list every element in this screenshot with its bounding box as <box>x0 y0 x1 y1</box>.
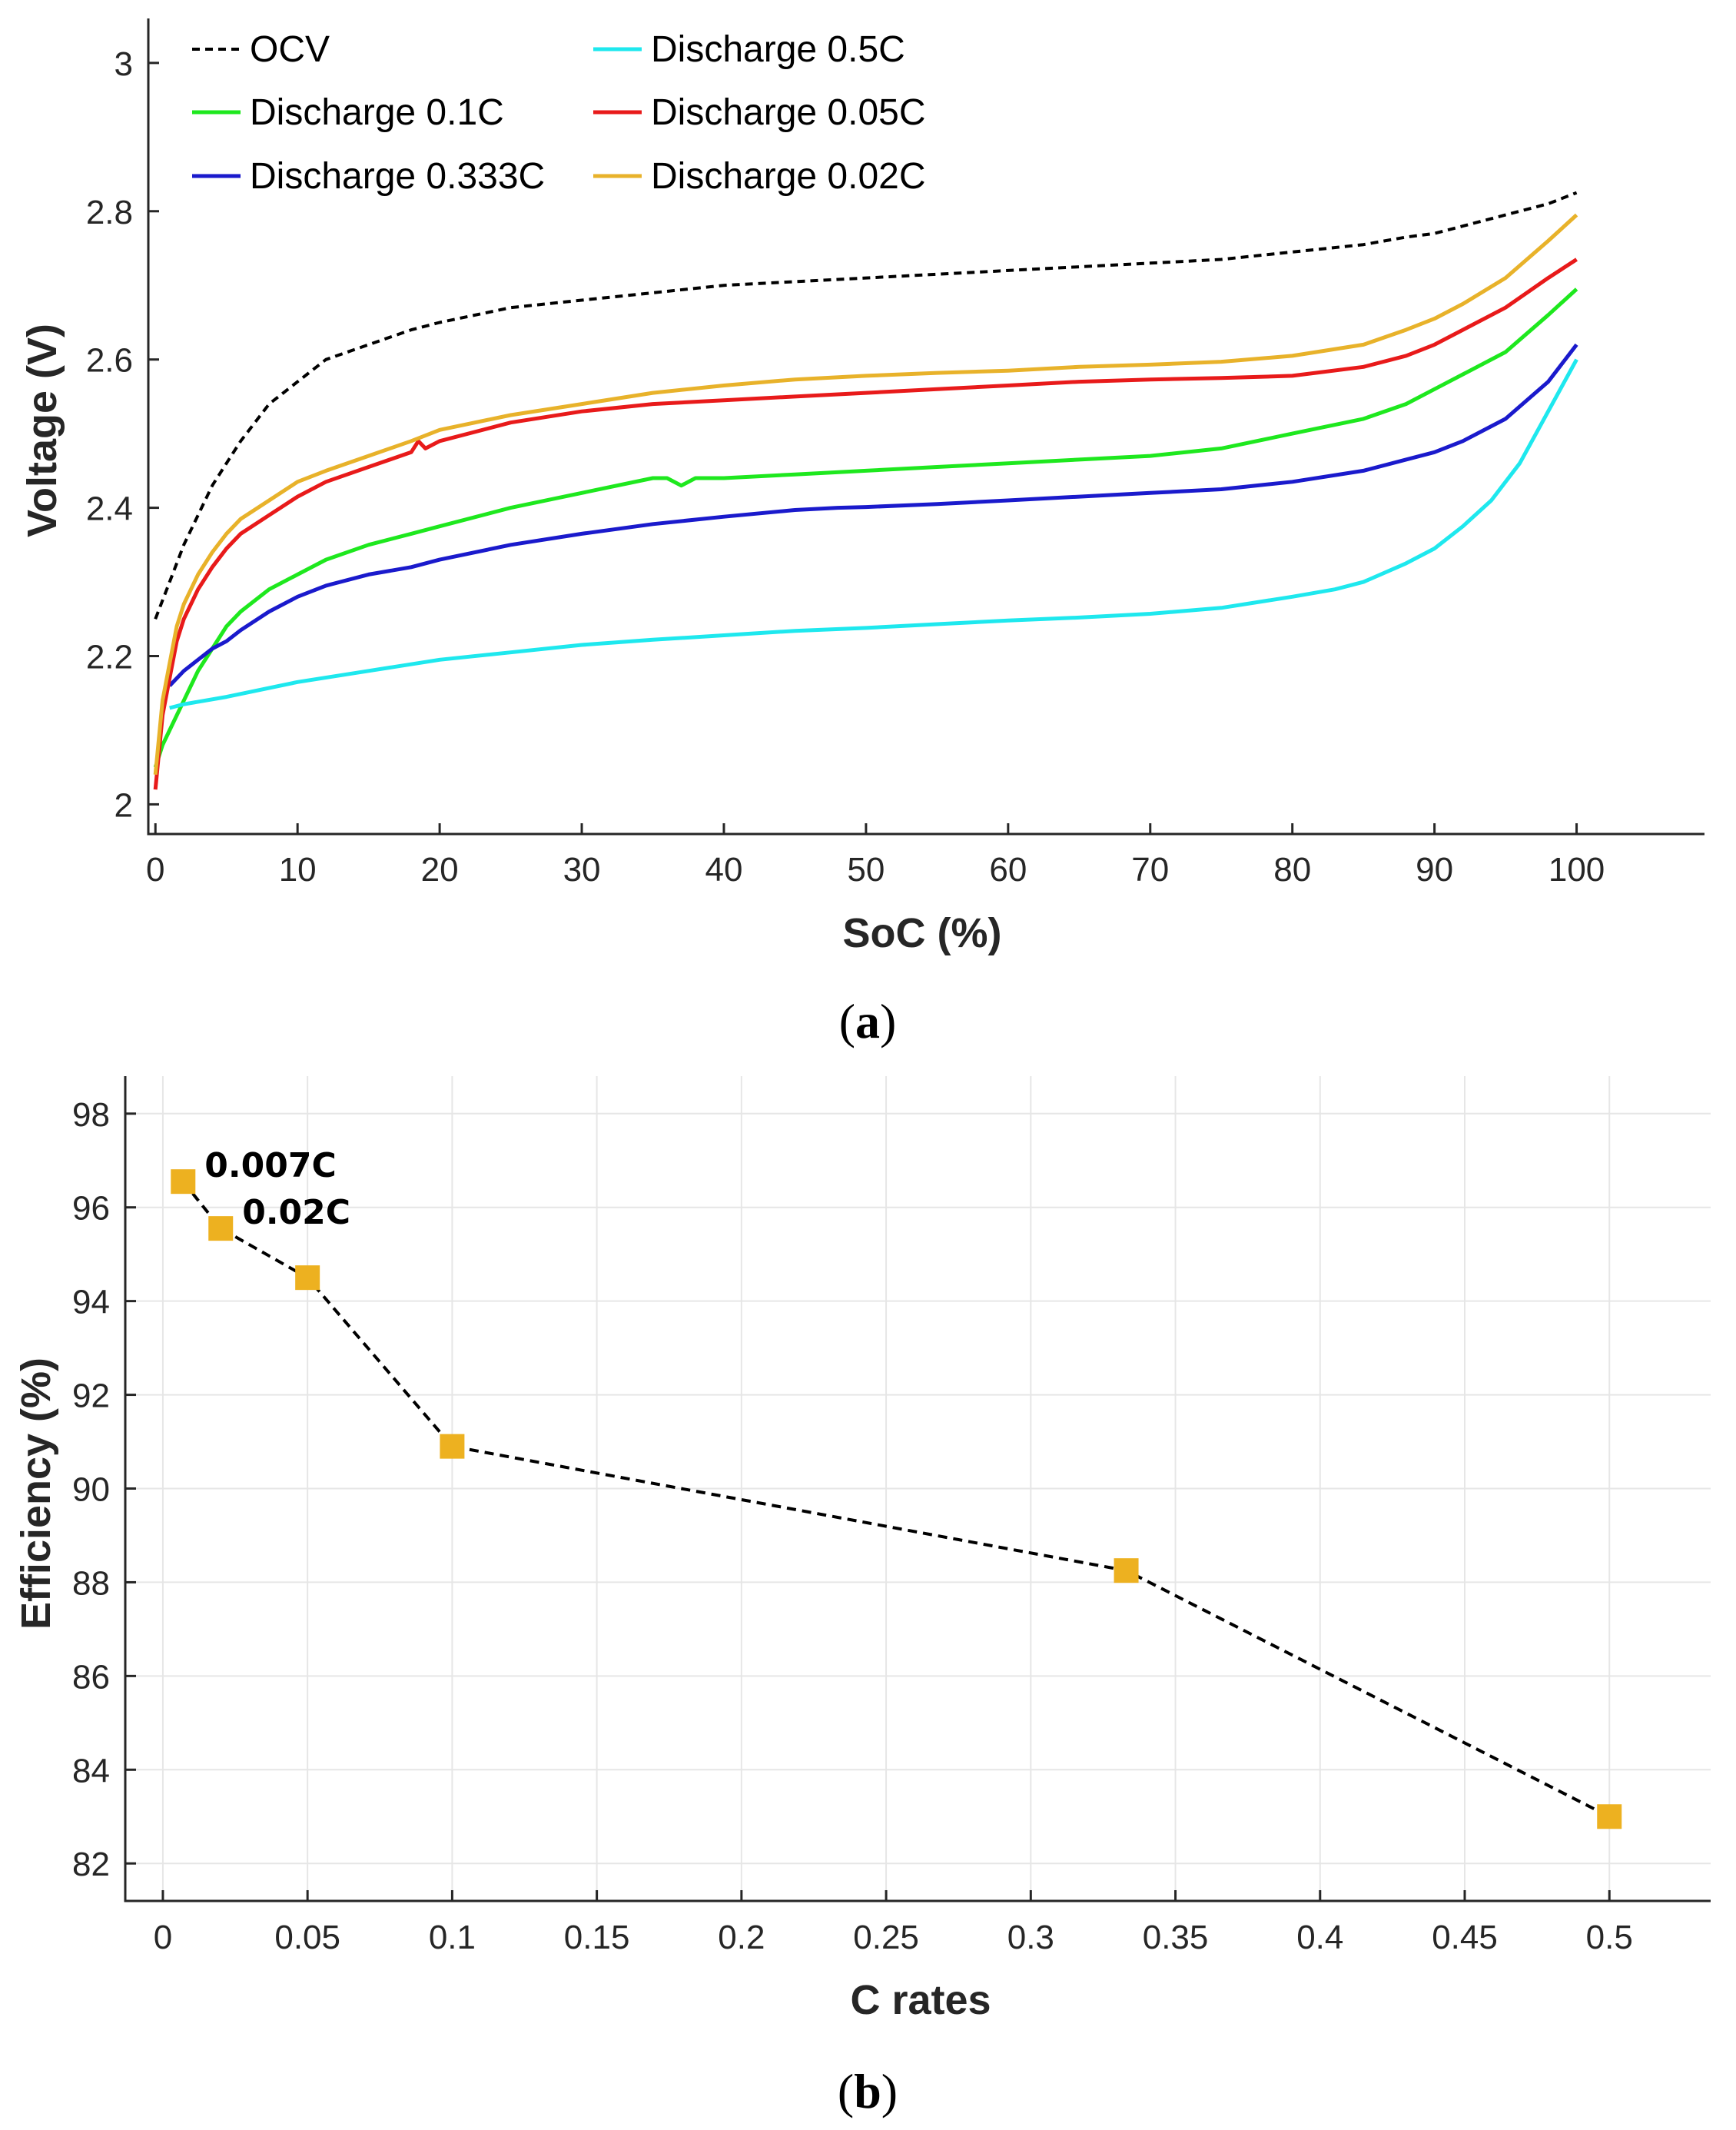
legend-label-ocv: OCV <box>250 29 330 70</box>
series-line-discharge-0-333c <box>168 343 1578 687</box>
legend-label-discharge-0-5c: Discharge 0.5C <box>651 29 905 70</box>
voltage-series-group <box>153 191 1578 790</box>
legend-label-discharge-0-333c: Discharge 0.333C <box>250 156 545 197</box>
series-line-ocv <box>154 191 1578 620</box>
chart-a-x-tick-label: 30 <box>563 851 601 889</box>
chart-a-x-tick-label: 80 <box>1273 851 1311 889</box>
chart-b-x-tick-label: 0.3 <box>1007 1919 1054 1956</box>
series-line-discharge-0-5c <box>169 358 1578 710</box>
chart-b-y-ticks: 82 84 86 88 90 92 94 96 98 <box>72 1096 136 1883</box>
chart-b-annotations: 0.007C 0.02C <box>204 1146 350 1232</box>
chart-b-y-tick-label: 84 <box>72 1752 110 1789</box>
chart-b-x-tick-label: 0 <box>154 1919 172 1956</box>
legend-label-discharge-0-05c: Discharge 0.05C <box>651 92 926 133</box>
chart-b-caption: (b) <box>838 2064 898 2118</box>
chart-b-x-tick-label: 0.15 <box>564 1919 630 1956</box>
chart-a-x-tick-label: 40 <box>705 851 742 889</box>
chart-a-y-axis-label: Voltage (V) <box>19 324 65 537</box>
efficiency-dashed-line <box>181 1180 1611 1819</box>
chart-b-x-tick-label: 0.1 <box>429 1919 476 1956</box>
chart-b-y-tick-label: 88 <box>72 1564 110 1602</box>
legend-label-discharge-0-02c: Discharge 0.02C <box>651 156 926 197</box>
chart-a-x-tick-label: 60 <box>989 851 1027 889</box>
annotation-0-02c: 0.02C <box>242 1193 350 1232</box>
annotation-0-007c: 0.007C <box>204 1146 336 1185</box>
chart-b-y-tick-label: 82 <box>72 1846 110 1883</box>
chart-a-y-tick-label: 2 <box>115 786 133 824</box>
chart-b-x-tick-label: 0.5 <box>1586 1919 1633 1956</box>
chart-b-x-tick-label: 0.2 <box>718 1919 765 1956</box>
chart-a-x-tick-label: 10 <box>279 851 317 889</box>
chart-b-y-tick-label: 98 <box>72 1096 110 1134</box>
chart-b-x-tick-label: 0.45 <box>1432 1919 1498 1956</box>
chart-a-x-axis-label: SoC (%) <box>843 910 1002 956</box>
chart-b-y-tick-label: 94 <box>72 1284 110 1321</box>
chart-b-x-tick-label: 0.35 <box>1143 1919 1209 1956</box>
chart-a-x-tick-label: 100 <box>1548 851 1605 889</box>
chart-b-x-tick-label: 0.25 <box>853 1919 919 1956</box>
chart-b-x-axis-label: C rates <box>850 1977 991 2023</box>
efficiency-points <box>171 1169 1622 1829</box>
chart-b-x-ticks: 0 0.05 0.1 0.15 0.2 0.25 0.3 0.35 0.4 0.45 0.5 <box>154 1890 1633 1956</box>
chart-a-x-tick-label: 20 <box>421 851 459 889</box>
chart-a-y-tick-label: 2.4 <box>86 490 133 528</box>
chart-b-y-axis-label: Efficiency (%) <box>13 1357 59 1630</box>
chart-b-x-tick-label: 0.05 <box>274 1919 340 1956</box>
chart-a-y-tick-label: 3 <box>115 45 133 83</box>
chart-a: 0 10 20 30 40 50 60 70 80 90 100 2 2.2 2.4 2.6 2.8 3 So… <box>19 18 1704 1048</box>
efficiency-point <box>1114 1558 1139 1583</box>
chart-a-x-tick-label: 0 <box>146 851 164 889</box>
series-line-discharge-0-05c <box>153 258 1578 790</box>
chart-a-x-ticks: 0 10 20 30 40 50 60 70 80 90 100 <box>146 823 1605 889</box>
chart-a-x-tick-label: 90 <box>1416 851 1453 889</box>
chart-a-x-tick-label: 70 <box>1131 851 1169 889</box>
chart-a-y-tick-label: 2.2 <box>86 639 133 676</box>
efficiency-point <box>208 1216 234 1241</box>
series-line-discharge-0-1c <box>153 287 1578 768</box>
chart-b-y-tick-label: 96 <box>72 1190 110 1228</box>
chart-a-legend: OCV Discharge 0.1C Discharge 0.333C Dischar… <box>192 29 926 197</box>
chart-b-y-tick-label: 86 <box>72 1658 110 1696</box>
efficiency-point <box>440 1434 465 1459</box>
chart-b-y-tick-label: 92 <box>72 1377 110 1415</box>
chart-a-axes <box>147 18 1704 836</box>
efficiency-point <box>295 1265 320 1291</box>
efficiency-point <box>171 1169 196 1195</box>
chart-b-grid <box>125 1076 1711 1901</box>
efficiency-point <box>1597 1804 1622 1829</box>
chart-b-x-tick-label: 0.4 <box>1296 1919 1343 1956</box>
chart-b-axes <box>124 1076 1711 1902</box>
chart-a-y-ticks: 2 2.2 2.4 2.6 2.8 3 <box>86 45 159 824</box>
chart-a-y-tick-label: 2.8 <box>86 194 133 231</box>
chart-a-y-tick-label: 2.6 <box>86 342 133 380</box>
chart-b: 0.007C 0.02C 0 0.05 0.1 0.15 0.2 0.25 0.3 0.35 0.… <box>13 1076 1711 2118</box>
chart-b-y-tick-label: 90 <box>72 1471 110 1509</box>
legend-label-discharge-0-1c: Discharge 0.1C <box>250 92 504 133</box>
chart-a-caption: (a) <box>839 994 897 1048</box>
chart-a-x-tick-label: 50 <box>847 851 885 889</box>
series-line-discharge-0-02c <box>153 213 1578 776</box>
